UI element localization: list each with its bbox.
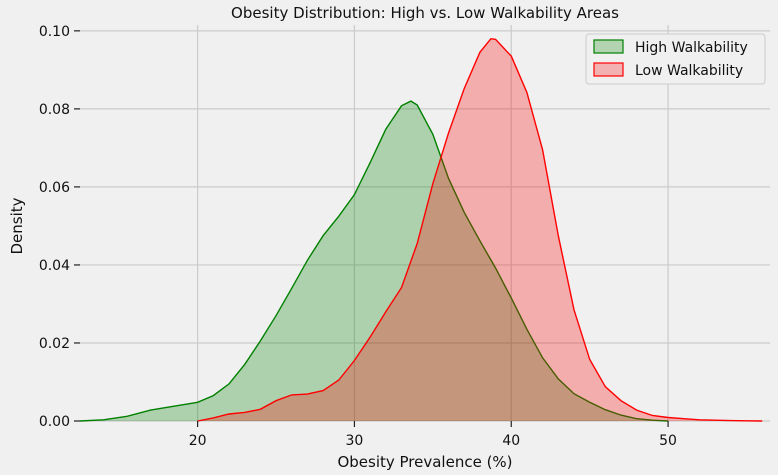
- axis-ticks: 0.00 0.02 0.04 0.06 0.08 0.10 20 30 40 50: [39, 24, 677, 449]
- y-tick-label: 0.06: [39, 180, 70, 196]
- density-areas: [79, 37, 763, 422]
- legend-label-high-walkability: High Walkability: [635, 40, 748, 56]
- legend-swatch-high-walkability: [593, 39, 624, 54]
- density-line-low-walkability: [197, 37, 763, 422]
- density-line-high-walkability: [79, 100, 669, 422]
- x-tick-label: 40: [502, 433, 520, 449]
- grid: [80, 25, 770, 422]
- y-tick-label: 0.04: [39, 258, 70, 274]
- legend-label-low-walkability: Low Walkability: [635, 63, 743, 79]
- density-area-low-walkability: [197, 38, 763, 421]
- y-tick-label: 0.10: [39, 24, 70, 40]
- x-tick-label: 20: [189, 433, 207, 449]
- x-tick-label: 30: [346, 433, 364, 449]
- y-tick-label: 0.08: [39, 102, 70, 118]
- legend-box: [585, 33, 766, 85]
- y-tick-label: 0.02: [39, 336, 70, 352]
- y-axis-label: Density: [8, 197, 26, 254]
- y-tick-label: 0.00: [39, 414, 70, 430]
- legend: High Walkability Low Walkability: [585, 33, 766, 85]
- density-area-high-walkability: [80, 101, 669, 421]
- x-axis-label: Obesity Prevalence (%): [337, 453, 512, 471]
- chart-title: Obesity Distribution: High vs. Low Walka…: [231, 4, 619, 22]
- x-tick-label: 50: [659, 433, 677, 449]
- legend-swatch-low-walkability: [593, 62, 624, 77]
